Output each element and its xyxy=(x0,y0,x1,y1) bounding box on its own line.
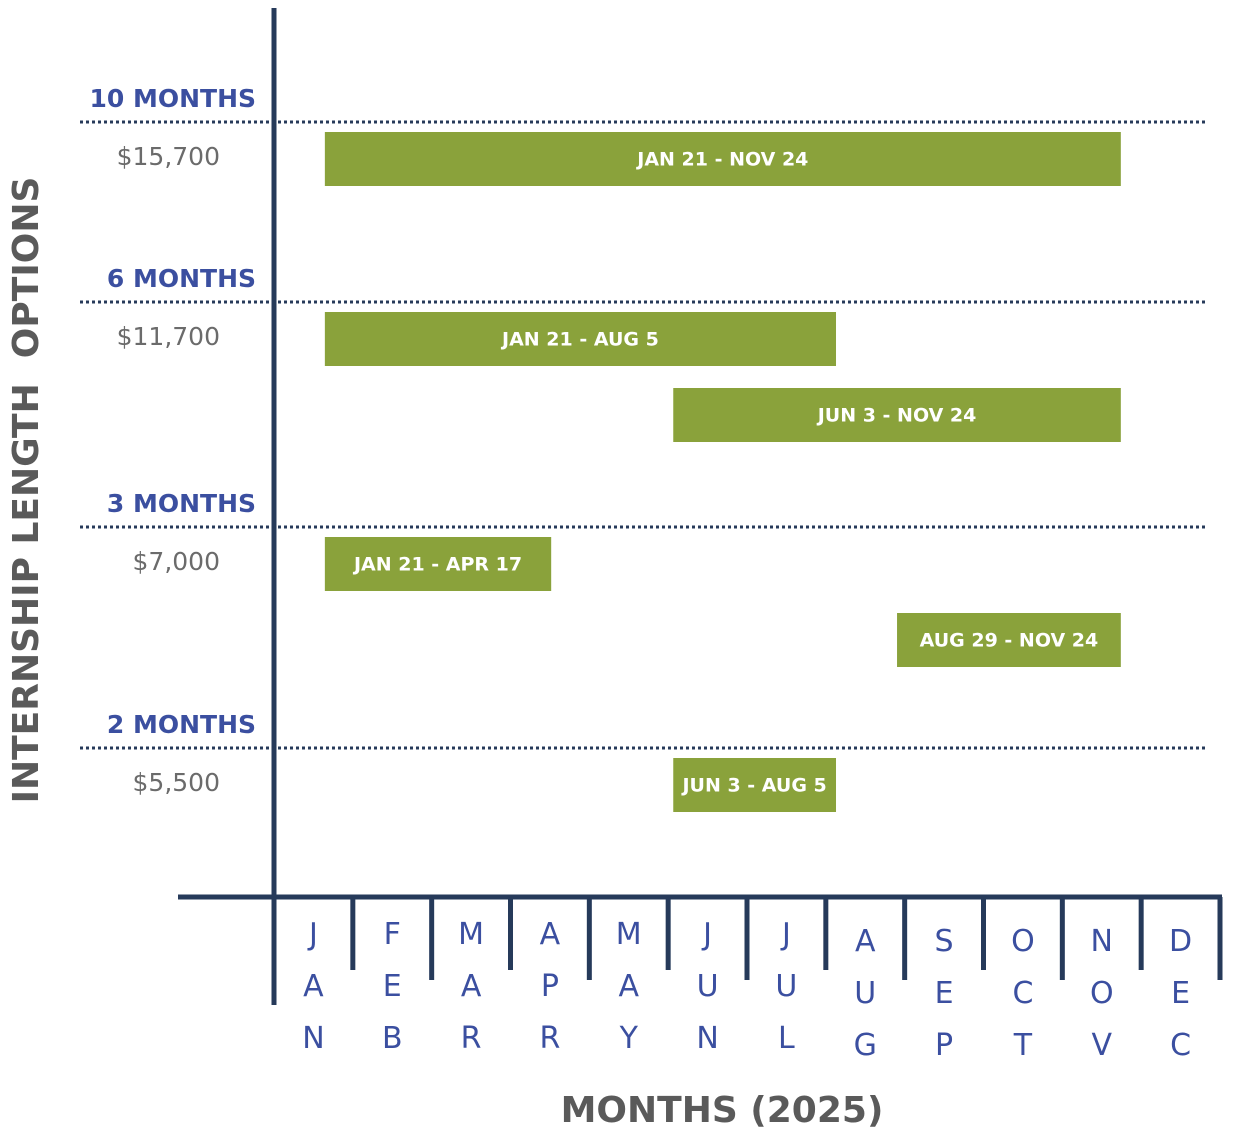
option-price: $7,000 xyxy=(133,547,220,576)
option-price: $5,500 xyxy=(133,768,220,797)
date-range-label: AUG 29 - NOV 24 xyxy=(920,630,1099,652)
date-range-bar xyxy=(673,758,837,812)
date-range-bar xyxy=(897,613,1121,667)
y-axis-title: INTERNSHIP LENGTH OPTIONS xyxy=(6,177,47,804)
option-length: 3 MONTHS xyxy=(107,489,256,518)
date-range-bar xyxy=(673,388,1121,442)
date-range-bar xyxy=(324,537,552,591)
date-range-bar xyxy=(324,312,837,366)
date-range-label: JAN 21 - AUG 5 xyxy=(500,329,659,351)
option-price: $11,700 xyxy=(117,322,220,351)
option-price: $15,700 xyxy=(117,142,220,171)
date-range-label: JUN 3 - AUG 5 xyxy=(680,775,826,797)
date-range-label: JAN 21 - NOV 24 xyxy=(635,149,808,171)
option-length: 10 MONTHS xyxy=(89,84,256,113)
option-length: 6 MONTHS xyxy=(107,264,256,293)
date-range-label: JAN 21 - APR 17 xyxy=(352,554,522,576)
date-range-bar xyxy=(324,132,1121,186)
x-axis-title: MONTHS (2025) xyxy=(561,1090,884,1131)
option-length: 2 MONTHS xyxy=(107,710,256,739)
date-range-label: JUN 3 - NOV 24 xyxy=(816,405,977,427)
